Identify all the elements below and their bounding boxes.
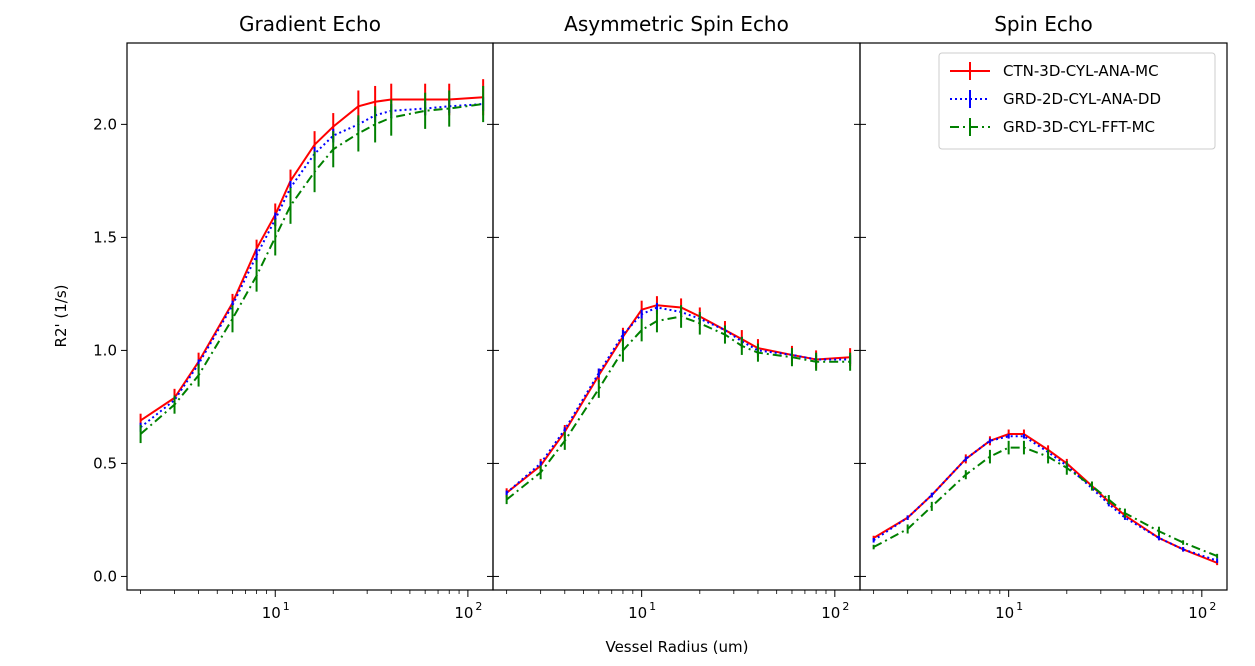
panel-title: Gradient Echo (239, 12, 381, 36)
panel-frame (859, 42, 1228, 591)
legend: CTN-3D-CYL-ANA-MC GRD-2D-CYL-ANA-DD GRD-3D… (938, 52, 1216, 150)
y-axis-label: R2' (1/s) (52, 285, 70, 348)
x-tick-label-exponent: 2 (1209, 600, 1216, 613)
series-line (873, 446, 1218, 558)
y-tick-label: 0.5 (93, 454, 117, 472)
series-GRD-2D-CYL-ANA-DD (872, 434, 1219, 563)
x-tick-label-exponent: 2 (475, 600, 482, 613)
x-tick-label: 10 (1188, 604, 1207, 622)
x-tick-label: 10 (821, 604, 840, 622)
series-group (139, 79, 485, 444)
legend-label: CTN-3D-CYL-ANA-MC (1003, 62, 1159, 80)
series-line (506, 304, 851, 494)
y-tick-label: 1.0 (93, 341, 117, 359)
series-line (873, 435, 1218, 562)
series-group (505, 296, 852, 505)
series-line (506, 315, 851, 501)
series-line (139, 103, 484, 435)
series-group (872, 429, 1219, 566)
x-tick-label-exponent: 2 (842, 600, 849, 613)
y-tick-label: 1.5 (93, 228, 117, 246)
series-CTN-3D-CYL-ANA-MC (139, 79, 485, 428)
legend-entry: GRD-3D-CYL-FFT-MC (950, 118, 1155, 136)
panel-title: Spin Echo (994, 12, 1093, 36)
y-tick-label: 0.0 (93, 567, 117, 585)
x-tick-label-exponent: 1 (649, 600, 656, 613)
series-GRD-3D-CYL-FFT-MC (139, 85, 485, 444)
series-GRD-3D-CYL-FFT-MC (505, 305, 852, 505)
series-GRD-2D-CYL-ANA-DD (505, 302, 852, 496)
x-tick-label: 10 (454, 604, 473, 622)
series-CTN-3D-CYL-ANA-MC (505, 296, 852, 498)
x-tick-label-exponent: 1 (1016, 600, 1023, 613)
legend-entry: CTN-3D-CYL-ANA-MC (950, 62, 1159, 80)
series-line (139, 103, 484, 429)
y-tick-label: 2.0 (93, 115, 117, 133)
panel-frame (126, 42, 494, 591)
x-axis-label: Vessel Radius (um) (605, 638, 748, 656)
panel-frame (492, 42, 861, 591)
series-GRD-3D-CYL-FFT-MC (872, 440, 1219, 559)
series-line (873, 433, 1218, 564)
legend-label: GRD-2D-CYL-ANA-DD (1003, 90, 1161, 108)
series-CTN-3D-CYL-ANA-MC (872, 429, 1219, 566)
legend-entry: GRD-2D-CYL-ANA-DD (950, 90, 1161, 108)
x-tick-label: 10 (262, 604, 281, 622)
series-line (140, 96, 484, 422)
series-line (505, 306, 851, 494)
x-tick-label: 10 (628, 604, 647, 622)
x-tick-label: 10 (995, 604, 1014, 622)
x-tick-label-exponent: 1 (283, 600, 290, 613)
legend-frame (938, 52, 1216, 150)
panel-title: Asymmetric Spin Echo (564, 12, 789, 36)
legend-label: GRD-3D-CYL-FFT-MC (1003, 118, 1155, 136)
